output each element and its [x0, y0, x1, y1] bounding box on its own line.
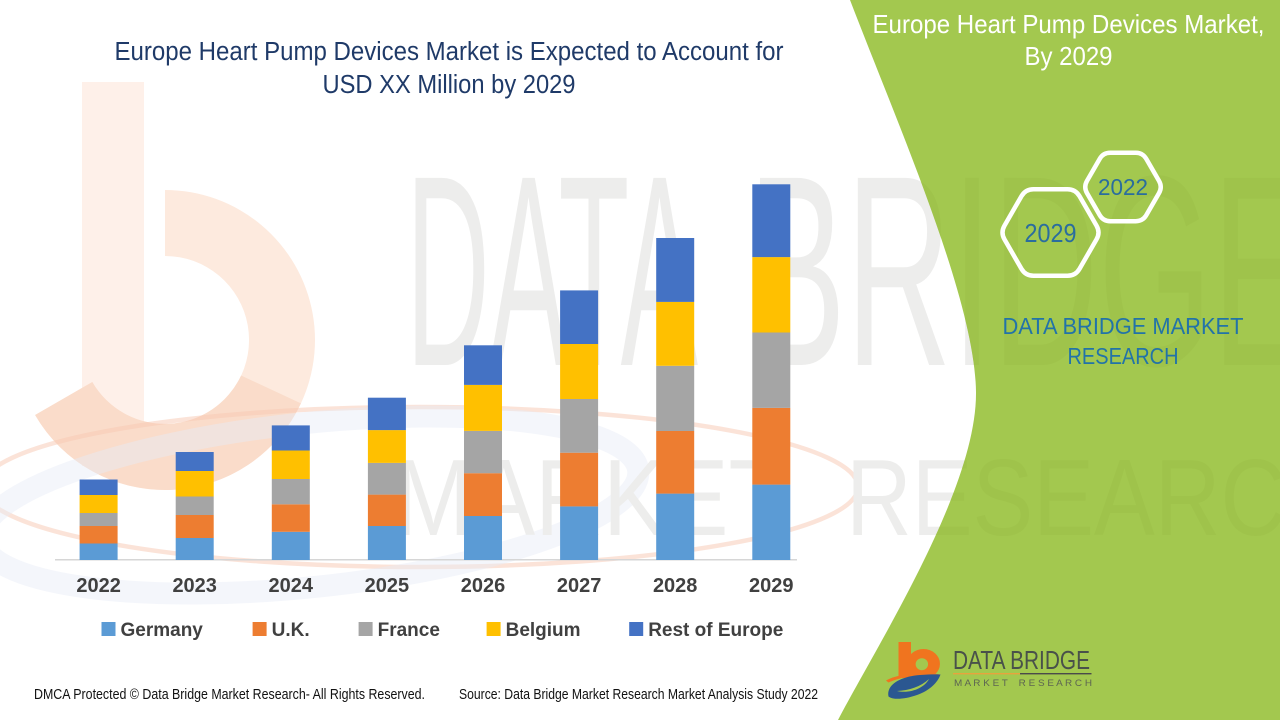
svg-text:USD XX Million by 2029: USD XX Million by 2029	[323, 71, 576, 99]
svg-text:2028: 2028	[653, 575, 698, 597]
svg-text:2029: 2029	[749, 575, 794, 597]
svg-text:2029: 2029	[1025, 218, 1077, 248]
svg-text:RESEARCH: RESEARCH	[1068, 343, 1179, 369]
svg-text:By 2029: By 2029	[1025, 41, 1113, 71]
svg-text:Rest of Europe: Rest of Europe	[648, 620, 783, 641]
svg-text:DMCA Protected © Data Bridge M: DMCA Protected © Data Bridge Market Rese…	[34, 686, 425, 703]
svg-text:France: France	[378, 620, 440, 641]
svg-text:U.K.: U.K.	[272, 620, 310, 641]
svg-text:2022: 2022	[76, 575, 121, 597]
svg-text:2025: 2025	[365, 575, 410, 597]
svg-text:2023: 2023	[172, 575, 217, 597]
svg-text:2027: 2027	[557, 575, 602, 597]
svg-text:M A R K E T R E S E A R C H: M A R K E T R E S E A R C H	[954, 678, 1092, 689]
svg-text:2022: 2022	[1098, 174, 1148, 200]
svg-text:DATA BRIDGE: DATA BRIDGE	[953, 645, 1090, 675]
svg-text:Europe Heart Pump Devices Mark: Europe Heart Pump Devices Market is Expe…	[115, 38, 784, 66]
svg-text:2024: 2024	[269, 575, 314, 597]
svg-text:2026: 2026	[461, 575, 506, 597]
svg-text:Germany: Germany	[121, 620, 204, 641]
svg-text:Europe Heart Pump Devices Mark: Europe Heart Pump Devices Market,	[873, 9, 1265, 39]
svg-text:DATA BRIDGE MARKET: DATA BRIDGE MARKET	[1003, 313, 1244, 339]
svg-text:Belgium: Belgium	[506, 620, 581, 641]
svg-text:Source: Data Bridge Market Res: Source: Data Bridge Market Research Mark…	[459, 686, 818, 703]
svg-text:DATA: DATA	[406, 119, 699, 423]
